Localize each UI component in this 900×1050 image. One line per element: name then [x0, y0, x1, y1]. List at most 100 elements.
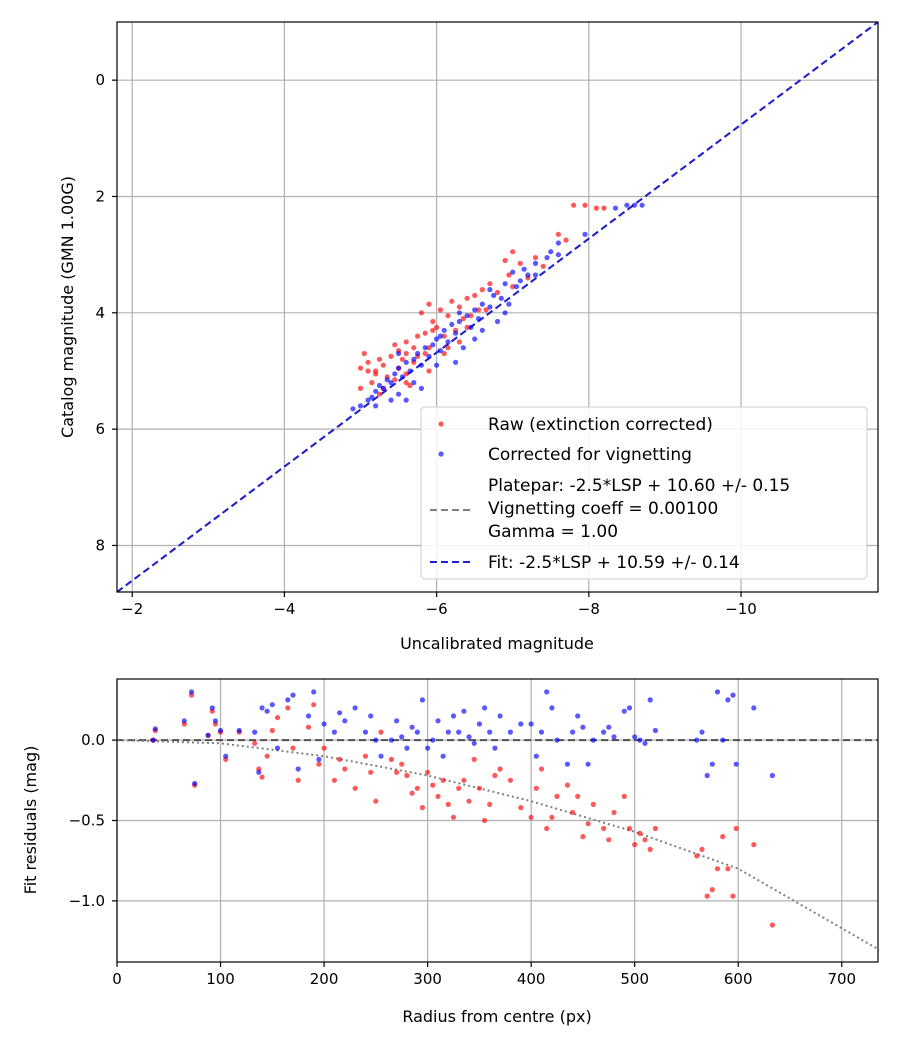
residuals-raw-point [316, 761, 322, 767]
calibration-raw-point [430, 318, 436, 325]
calibration-plot-frame [116, 21, 879, 593]
residuals-corrected-point [564, 761, 571, 767]
residuals-corrected-point [632, 734, 638, 740]
residuals-raw-point [554, 793, 560, 800]
residuals-y-tick-label: 0.0 [81, 731, 105, 749]
calibration-raw-point [399, 356, 405, 362]
calibration-corrected-point [491, 292, 497, 298]
residuals-raw-point [585, 821, 591, 827]
calibration-corrected-point [464, 313, 470, 319]
residuals-y-axis-label: Fit residuals (mag) [21, 746, 40, 895]
residuals-raw-point [606, 837, 612, 843]
calibration-corrected-point [532, 260, 539, 266]
calibration-corrected-point [445, 339, 451, 345]
calibration-raw-point [563, 237, 569, 243]
residuals-corrected-point [368, 713, 374, 719]
residuals-raw-point [274, 715, 281, 721]
residuals-corrected-point [378, 753, 384, 759]
residuals-corrected-point [285, 697, 291, 703]
residuals-corrected-point [720, 737, 726, 743]
residuals-y-tick-label: −0.5 [69, 812, 105, 830]
calibration-raw-point [422, 350, 428, 357]
residuals-corrected-point [188, 689, 195, 695]
residuals-x-tick-label: 200 [310, 970, 339, 988]
calibration-corrected-point [460, 345, 466, 351]
residuals-raw-point [518, 805, 524, 811]
residuals-corrected-point [252, 729, 258, 735]
calibration-plot: Raw (extinction corrected) Corrected for … [58, 21, 879, 653]
calibration-corrected-point [631, 202, 638, 208]
calibration-corrected-point [411, 380, 417, 386]
calibration-corrected-point [456, 310, 462, 316]
calibration-fit-line [117, 22, 878, 592]
residuals-corrected-point [652, 727, 659, 734]
residuals-corrected-point [769, 772, 776, 779]
residuals-corrected-point [751, 705, 757, 711]
residuals-corrected-point [414, 729, 420, 735]
residuals-corrected-point [212, 718, 218, 724]
calibration-raw-point [475, 307, 482, 313]
residuals-raw-point [456, 785, 462, 791]
calibration-raw-point [571, 202, 577, 208]
calibration-raw-point [487, 281, 493, 287]
residuals-raw-point [626, 825, 633, 832]
residuals-corrected-point [419, 697, 425, 703]
residuals-x-tick-label: 700 [827, 970, 856, 988]
calibration-y-tick-label: 8 [95, 536, 105, 554]
residuals-raw-point [321, 745, 327, 751]
legend-box [420, 406, 868, 580]
calibration-raw-point [411, 345, 417, 351]
calibration-raw-point [582, 202, 588, 208]
residuals-corrected-point [549, 705, 555, 711]
residuals-corrected-point [585, 761, 591, 767]
calibration-raw-point [502, 257, 508, 264]
calibration-corrected-point [449, 321, 455, 327]
residuals-corrected-point [152, 726, 158, 732]
calibration-corrected-point [532, 272, 539, 278]
legend-raw-marker [438, 421, 444, 427]
legend-corrected-marker [438, 451, 444, 457]
residuals-corrected-point [394, 718, 400, 724]
calibration-y-tick-label: 0 [95, 71, 105, 89]
calibration-corrected-point [380, 385, 386, 391]
residuals-corrected-point [425, 745, 431, 751]
residuals-corrected-point [331, 729, 337, 735]
residuals-corrected-point [217, 727, 224, 734]
residuals-corrected-point [461, 708, 467, 714]
calibration-corrected-point [437, 348, 443, 354]
calibration-raw-point [422, 330, 428, 336]
residuals-raw-point [769, 922, 776, 928]
residuals-raw-point [564, 782, 571, 788]
residuals-raw-point [440, 777, 446, 783]
residuals-corrected-point [181, 718, 187, 724]
calibration-corrected-point [392, 371, 398, 377]
residuals-raw-point [601, 825, 607, 832]
calibration-raw-point [517, 260, 523, 266]
calibration-raw-point [403, 350, 409, 357]
calibration-x-tick-label: −10 [725, 600, 757, 618]
calibration-corrected-point [639, 202, 645, 208]
calibration-corrected-point [502, 310, 508, 316]
calibration-x-tick-label: −8 [578, 600, 600, 618]
residuals-raw-point [378, 729, 384, 735]
calibration-raw-point [415, 333, 421, 339]
residuals-raw-point [337, 756, 343, 763]
residuals-corrected-point [471, 740, 477, 746]
calibration-corrected-point [472, 336, 478, 342]
residuals-corrected-point [342, 718, 348, 724]
residuals-raw-point [621, 793, 627, 800]
residuals-corrected-point [223, 753, 229, 759]
residuals-raw-point [507, 777, 513, 783]
residuals-raw-point [269, 727, 275, 734]
residuals-corrected-point [435, 718, 441, 724]
legend-fit-label: Fit: -2.5*LSP + 10.59 +/- 0.14 [488, 553, 740, 573]
calibration-corrected-point [555, 252, 562, 258]
residuals-raw-point [311, 702, 317, 708]
residuals-y-tick-label: −1.0 [69, 892, 105, 910]
residuals-raw-point [368, 769, 374, 775]
residuals-raw-point [714, 866, 721, 872]
residuals-corrected-point [487, 729, 493, 735]
calibration-raw-point [445, 313, 451, 319]
residuals-raw-point [533, 785, 539, 791]
residuals-x-axis-label: Radius from centre (px) [402, 1007, 591, 1026]
